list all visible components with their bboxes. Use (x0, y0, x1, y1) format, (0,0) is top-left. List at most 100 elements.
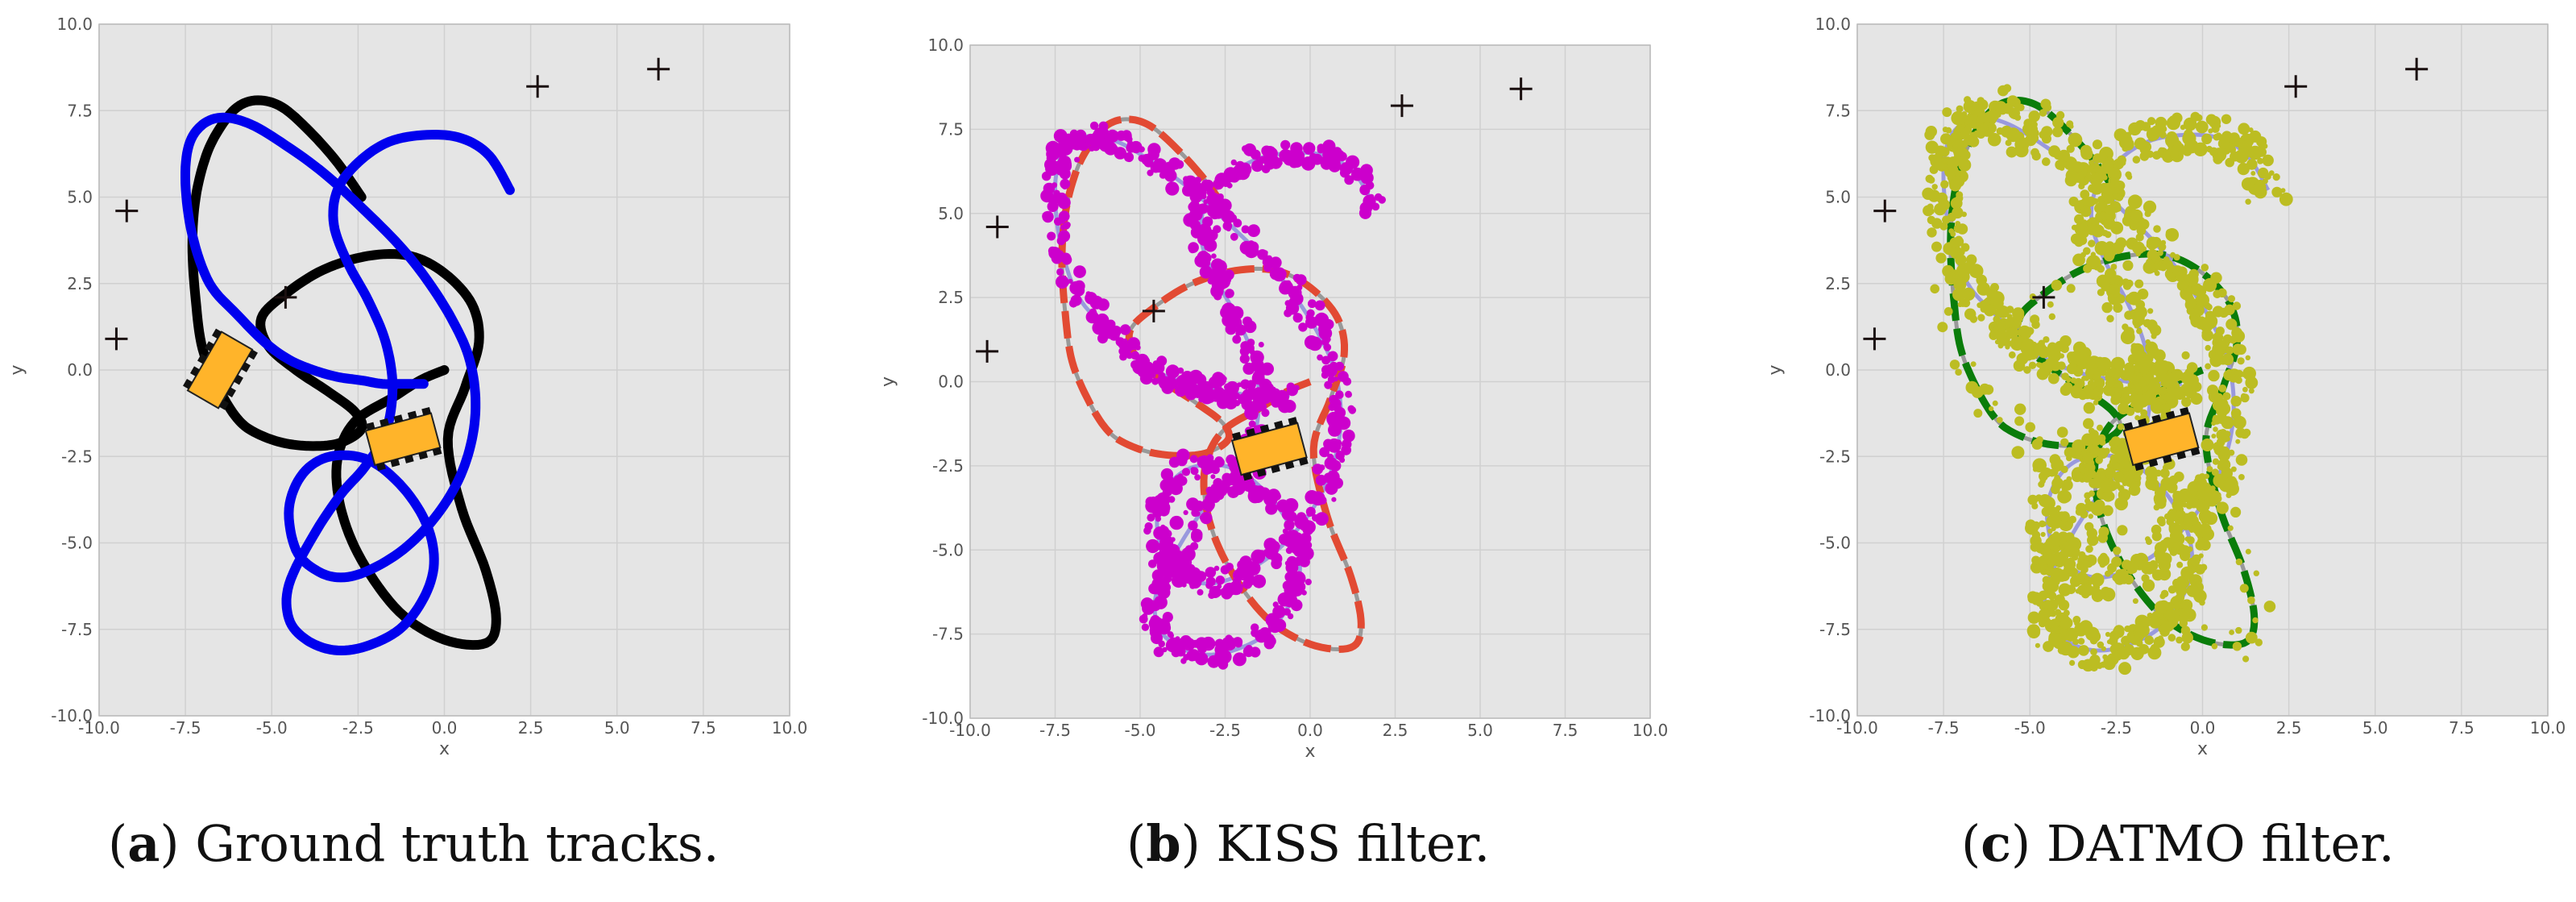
estimate-point (2145, 477, 2158, 490)
estimate-point (2014, 416, 2025, 426)
estimate-point (2237, 163, 2250, 176)
estimate-point (2037, 362, 2043, 368)
chart-panel-b: -10.0 -7.5 -5.0 -2.5 0.0 2.5 5.0 7.5 10.0 -10.0 -7… (878, 35, 1668, 873)
estimate-point (1371, 202, 1380, 211)
estimate-point (1118, 339, 1124, 345)
estimate-point (1259, 627, 1271, 640)
estimate-point (1325, 457, 1334, 467)
estimate-point (1251, 623, 1259, 632)
estimate-point (1305, 578, 1312, 586)
estimate-point (1284, 519, 1295, 530)
estimate-point (1294, 581, 1306, 592)
estimate-point (2138, 379, 2147, 387)
estimate-point (1165, 181, 1180, 196)
x-tick-label: 10.0 (2530, 718, 2566, 738)
estimate-point (1197, 455, 1210, 469)
estimate-point (1151, 377, 1159, 385)
estimate-point (1239, 555, 1252, 568)
estimate-point (2145, 536, 2151, 542)
caption-text: KISS filter. (1216, 814, 1490, 873)
estimate-point (1235, 330, 1241, 337)
x-tick-label: -10.0 (1836, 718, 1878, 738)
estimate-point (2132, 241, 2145, 255)
estimate-point (2060, 335, 2072, 347)
estimate-point (1977, 97, 1985, 105)
estimate-point (2067, 646, 2080, 659)
estimate-point (1201, 636, 1216, 651)
estimate-point (2042, 157, 2051, 166)
y-tick-label: 0.0 (938, 372, 964, 392)
estimate-point (1181, 468, 1191, 476)
estimate-point (1939, 147, 1950, 157)
estimate-point (2147, 308, 2154, 314)
estimate-point (2006, 306, 2014, 314)
estimate-point (2144, 635, 2154, 645)
estimate-point (2147, 117, 2156, 126)
estimate-point (1205, 581, 1213, 589)
landmark-marker (2284, 75, 2308, 98)
caption-letter: c (1981, 814, 2011, 873)
estimate-point (1151, 632, 1163, 645)
estimate-point (2026, 326, 2035, 335)
estimate-point (2013, 360, 2026, 372)
estimate-point (1255, 370, 1265, 380)
estimate-point (2151, 125, 2163, 137)
estimate-point (2002, 102, 2014, 114)
estimate-point (2163, 256, 2170, 263)
estimate-point (1061, 183, 1068, 190)
estimate-point (2226, 369, 2232, 375)
estimate-point (2039, 520, 2046, 528)
estimate-point (1213, 565, 1220, 572)
x-tick-label: -5.0 (2014, 718, 2046, 738)
x-tick-label: 5.0 (604, 718, 630, 738)
estimate-point (1196, 654, 1206, 665)
estimate-point (2108, 569, 2114, 575)
estimate-point (1056, 142, 1068, 155)
estimate-point (1168, 496, 1176, 503)
estimate-point (1977, 314, 1985, 322)
estimate-point (2235, 427, 2246, 439)
estimate-point (2135, 251, 2141, 257)
estimate-point (2040, 531, 2046, 538)
panel-caption: (b) KISS filter. (1126, 814, 1490, 873)
caption-text: Ground truth tracks. (195, 814, 719, 873)
estimate-point (2205, 114, 2217, 126)
estimate-point (2184, 536, 2191, 542)
estimate-point (2060, 346, 2067, 352)
estimate-point (1317, 354, 1323, 361)
estimate-point (2114, 205, 2122, 212)
estimate-point (2223, 476, 2238, 492)
estimate-point (1957, 301, 1963, 307)
estimate-point (2183, 515, 2193, 526)
estimate-point (1299, 518, 1312, 532)
estimate-point (1348, 406, 1357, 414)
estimate-point (1226, 563, 1234, 572)
y-tick-label: -2.5 (61, 447, 93, 466)
y-tick-label: 2.5 (1825, 274, 1851, 293)
x-tick-label: -10.0 (949, 721, 991, 740)
estimate-point (2198, 553, 2204, 559)
estimate-point (2147, 134, 2155, 142)
estimate-point (2181, 351, 2190, 360)
estimate-point (2111, 369, 2122, 380)
estimate-point (2118, 402, 2130, 415)
estimate-point (2159, 264, 2167, 272)
estimate-point (2080, 189, 2090, 200)
vehicle-icon (364, 406, 442, 472)
estimate-point (2130, 387, 2138, 396)
x-tick-label: -10.0 (78, 718, 120, 738)
estimate-point (1155, 515, 1162, 522)
estimate-point (1041, 171, 1052, 181)
estimate-point (2083, 401, 2095, 414)
estimate-point (2047, 621, 2053, 626)
estimate-point (1230, 468, 1240, 478)
estimate-point (2110, 221, 2124, 235)
estimate-point (2176, 524, 2184, 532)
estimate-point (2044, 358, 2057, 370)
estimate-point (1232, 482, 1246, 496)
estimate-point (2217, 438, 2224, 446)
estimate-point (1163, 575, 1171, 584)
estimate-point (2159, 468, 2170, 479)
estimate-point (2118, 662, 2132, 675)
estimate-point (1973, 409, 1983, 418)
